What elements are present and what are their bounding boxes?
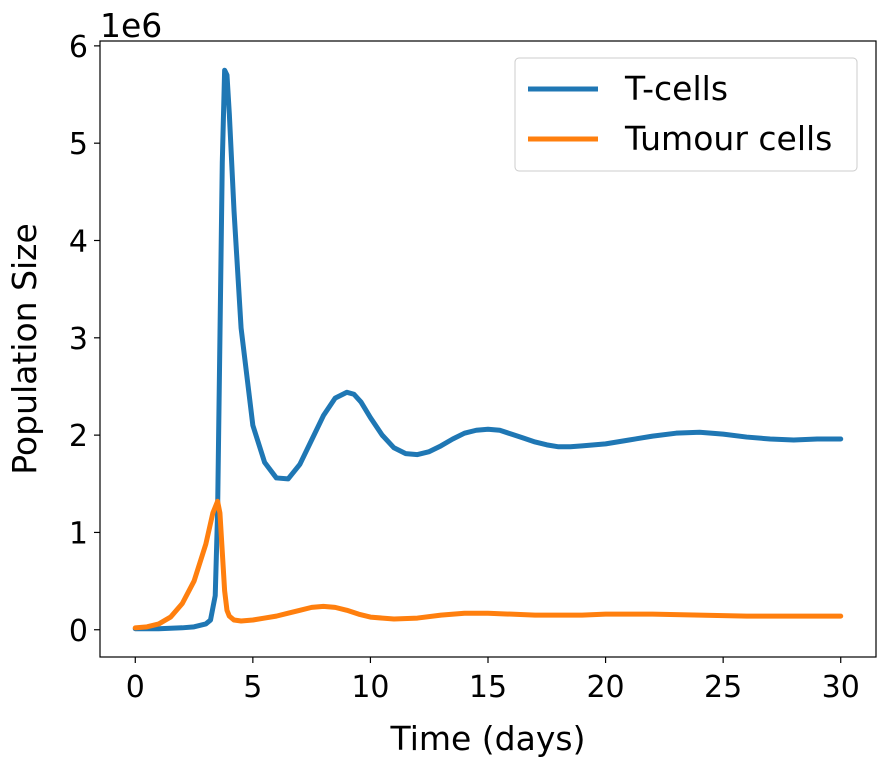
x-tick-label: 25 [704,670,742,705]
x-tick-label: 10 [351,670,389,705]
x-tick-label: 30 [822,670,860,705]
y-tick-label: 5 [69,127,88,162]
legend: T-cells Tumour cells [514,57,858,172]
x-tick-label: 20 [586,670,624,705]
legend-box [514,57,858,172]
y-tick-label: 1 [69,516,88,551]
y-axis-ticks: 0 1 2 3 4 5 6 [69,30,100,649]
y-offset-label: 1e6 [100,6,162,45]
x-axis-ticks: 0 5 10 15 20 25 30 [126,657,860,705]
x-tick-label: 15 [469,670,507,705]
x-tick-label: 5 [243,670,262,705]
y-tick-label: 3 [69,322,88,357]
series-line-tumour-cells [132,498,844,631]
y-tick-label: 4 [69,224,88,259]
x-axis-label: Time (days) [390,719,586,758]
y-tick-label: 6 [69,30,88,65]
legend-label-tumour-cells: Tumour cells [624,119,832,158]
y-tick-label: 2 [69,419,88,454]
y-axis-label: Population Size [5,223,44,475]
y-tick-label: 0 [69,614,88,649]
plot-lines [132,67,844,632]
x-tick-label: 0 [126,670,145,705]
series-line-t-cells [132,67,844,632]
legend-label-t-cells: T-cells [624,69,728,108]
